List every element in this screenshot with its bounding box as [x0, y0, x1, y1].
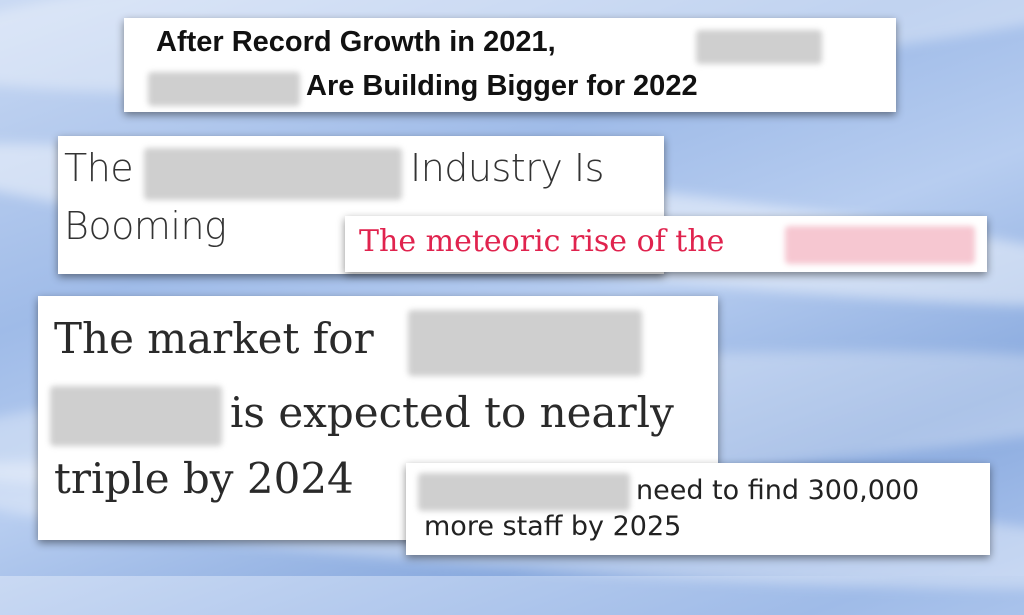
headline-text: Booming	[64, 204, 227, 248]
headline-card-industry-booming: The Industry Is Booming	[58, 136, 664, 274]
headline-card-meteoric-rise: The meteoric rise of the	[345, 216, 987, 272]
headline-card-staff-needed: need to find 300,000 more staff by 2025	[406, 463, 990, 555]
redacted-text	[144, 148, 402, 200]
headline-card-record-growth: After Record Growth in 2021, Are Buildin…	[124, 18, 896, 112]
redacted-text	[418, 473, 630, 511]
headline-text: The market for	[54, 314, 374, 363]
headline-text: Are Building Bigger for 2022	[306, 70, 698, 102]
headline-text: The meteoric rise of the	[359, 224, 725, 259]
headline-card-market-triple: The market for is expected to nearly tri…	[38, 296, 718, 540]
headline-text: Industry Is	[410, 146, 604, 190]
redacted-text	[408, 310, 642, 376]
redacted-text	[50, 386, 222, 446]
redacted-text	[696, 30, 822, 64]
headline-text: triple by 2024	[54, 454, 354, 503]
headline-text: After Record Growth in 2021,	[156, 26, 556, 58]
redacted-text	[785, 226, 975, 264]
headline-text: is expected to nearly	[230, 388, 674, 437]
headline-text: need to find 300,000	[636, 475, 920, 506]
redacted-text	[148, 72, 300, 106]
headline-text: The	[64, 146, 134, 190]
headline-text: more staff by 2025	[424, 511, 682, 542]
